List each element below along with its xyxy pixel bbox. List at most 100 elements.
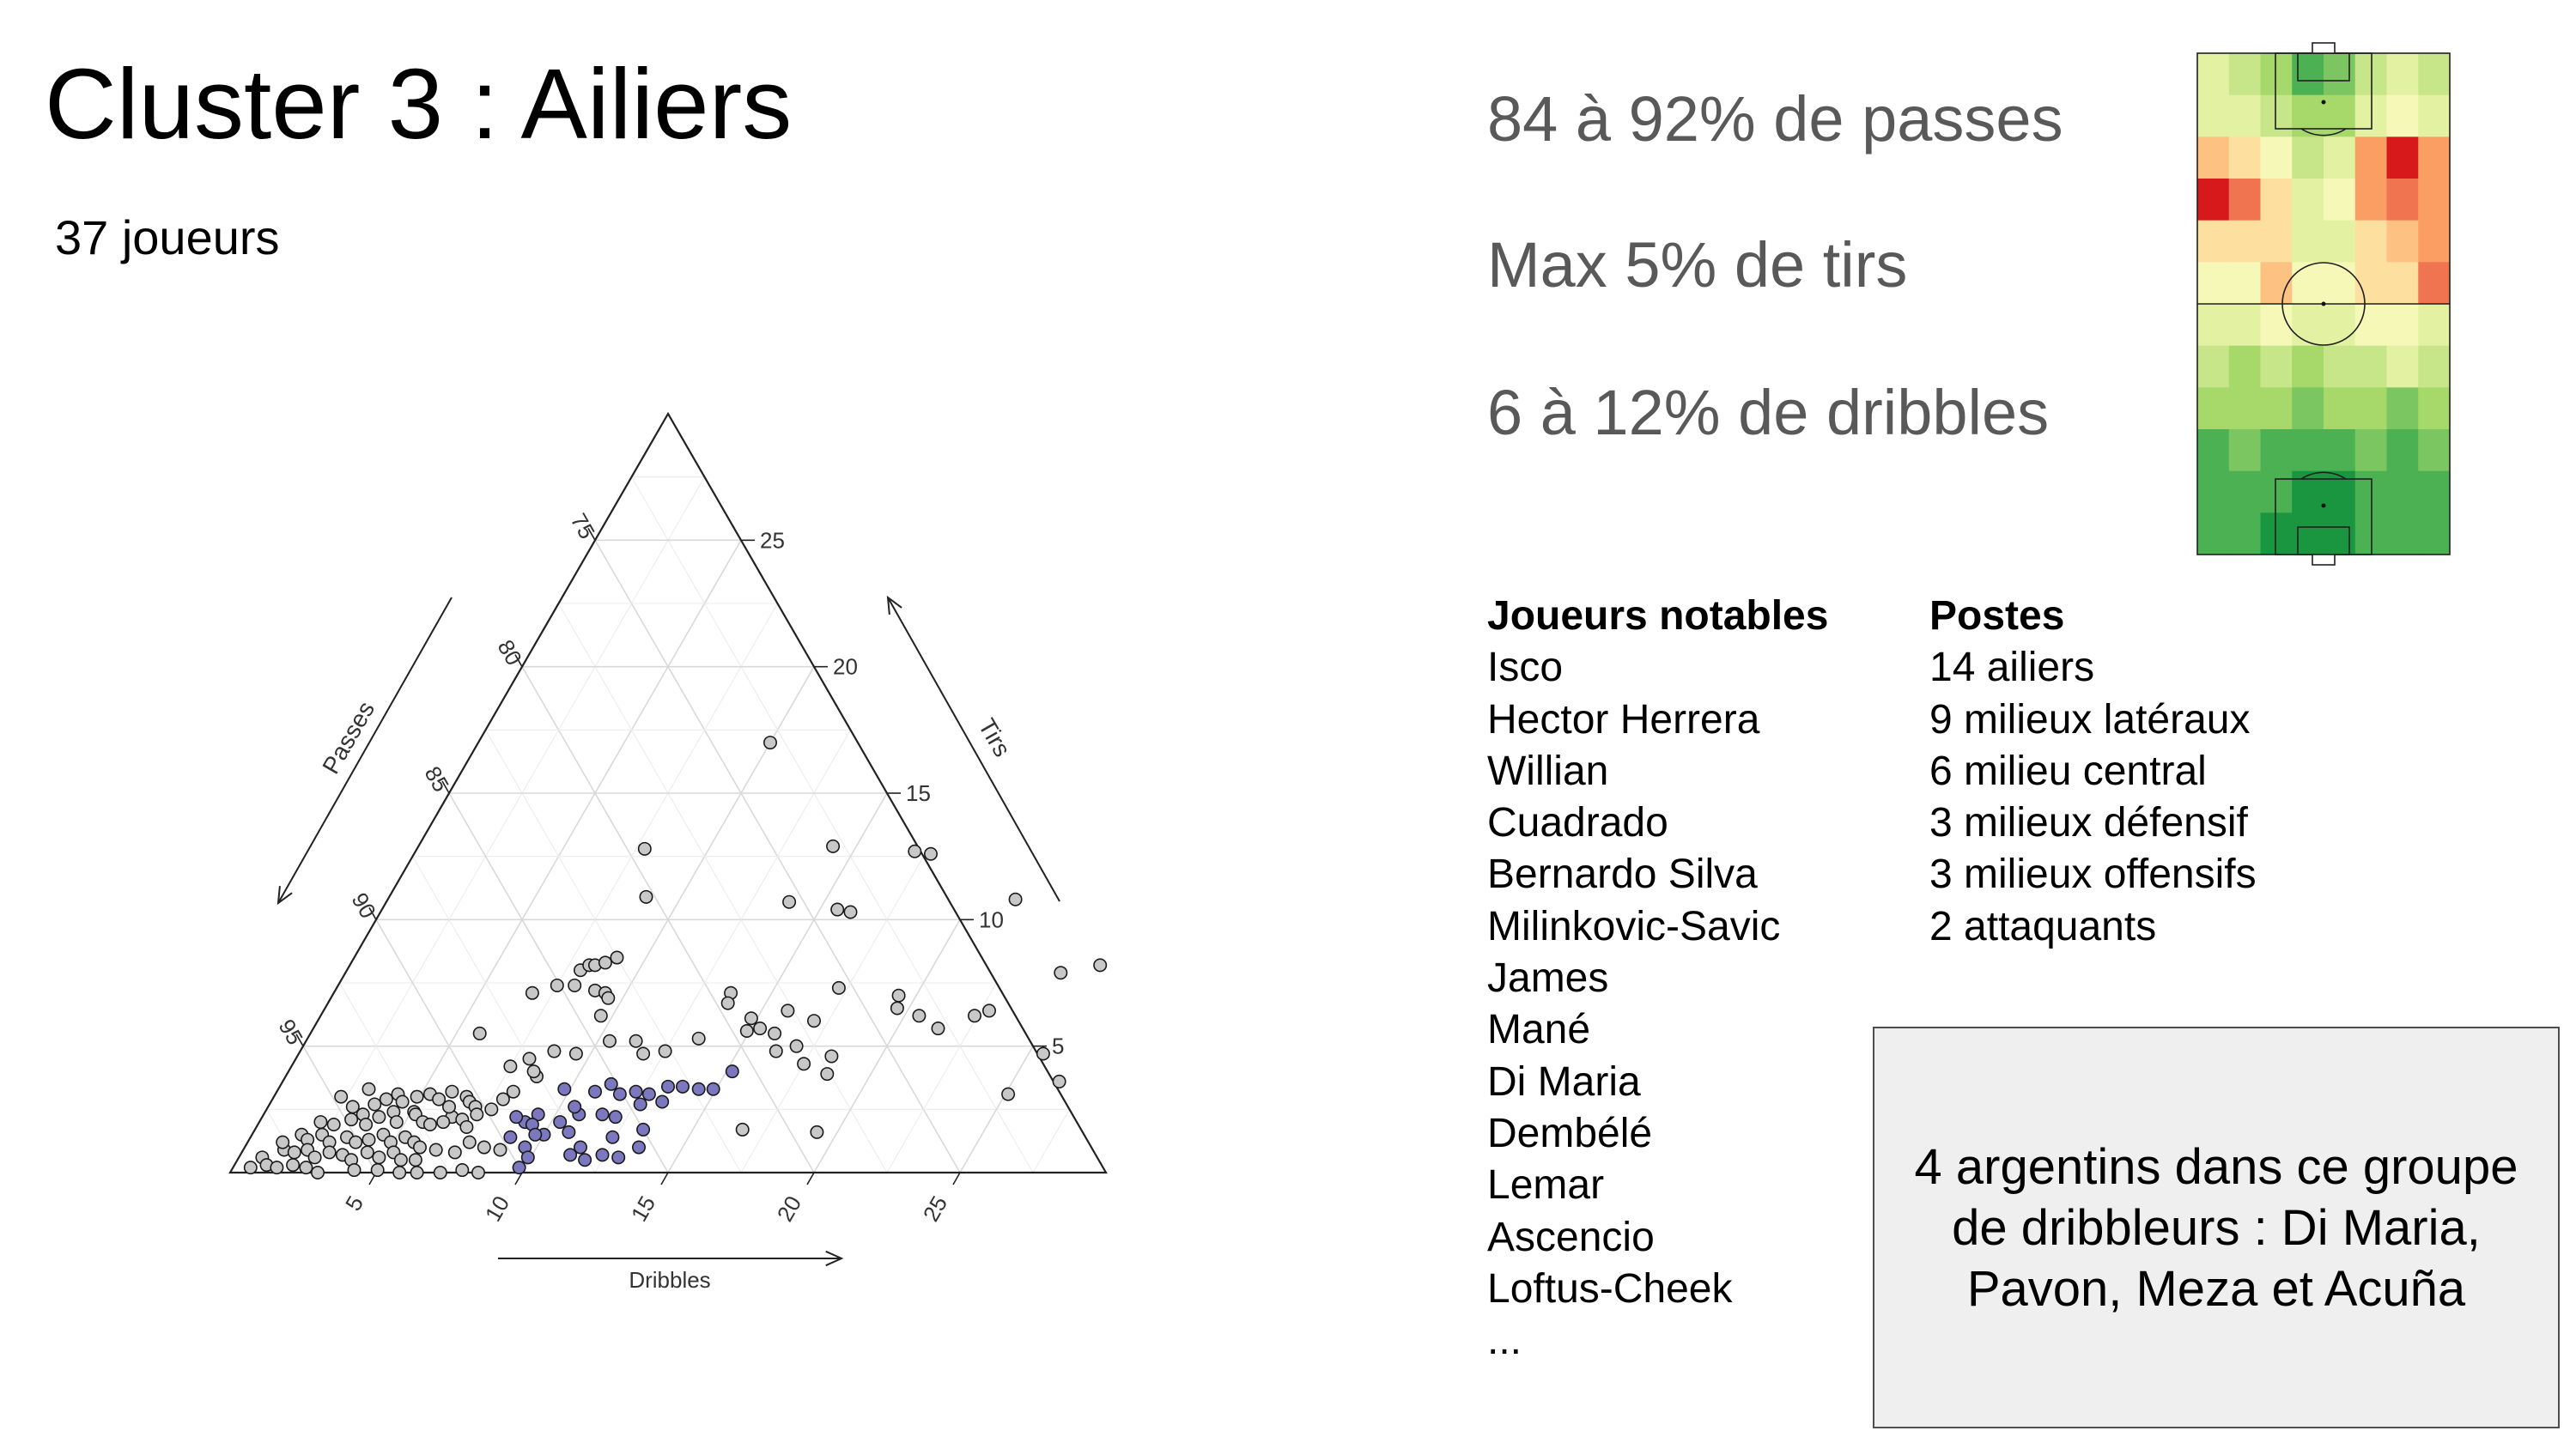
heat-cell: [2324, 136, 2356, 179]
point-autres: [436, 1115, 451, 1130]
point-autres: [311, 1165, 325, 1179]
heat-cell: [2354, 136, 2387, 179]
point-autres: [495, 1092, 510, 1106]
point-cluster_3: [557, 1082, 572, 1096]
point-autres: [1008, 892, 1023, 906]
point-cluster_3: [604, 1076, 618, 1091]
point-autres: [379, 1092, 393, 1106]
point-cluster_3: [611, 1150, 626, 1165]
point-autres: [1054, 966, 1068, 980]
heat-cell: [2418, 387, 2451, 430]
point-cluster_3: [512, 1161, 526, 1175]
tick-label-tirs: 25: [760, 527, 785, 553]
heat-cell: [2260, 345, 2293, 388]
heat-cell: [2292, 429, 2324, 472]
heat-cell: [2386, 470, 2419, 513]
point-autres: [830, 902, 845, 917]
point-autres: [831, 980, 846, 995]
point-autres: [610, 950, 624, 965]
heat-cell: [2418, 470, 2451, 513]
point-cluster_3: [595, 1148, 610, 1162]
heat-cell: [2260, 429, 2293, 472]
point-autres: [1093, 958, 1108, 973]
heat-cell: [2260, 470, 2293, 513]
positions-header: Postes: [1929, 593, 2065, 639]
heat-cell: [2324, 94, 2356, 137]
point-autres: [395, 1094, 410, 1109]
point-autres: [477, 1140, 491, 1155]
point-autres: [601, 991, 616, 1005]
point-autres: [506, 1084, 520, 1099]
point-cluster_3: [562, 1125, 576, 1139]
point-autres: [299, 1161, 313, 1175]
point-autres: [824, 1049, 839, 1064]
grid-line-dribbles: [594, 730, 851, 1173]
point-autres: [459, 1119, 474, 1134]
point-autres: [782, 894, 797, 909]
heat-cell: [2292, 387, 2324, 430]
point-autres: [891, 988, 906, 1003]
player-name: Mané: [1487, 1007, 1591, 1053]
point-autres: [368, 1097, 382, 1112]
heat-cell: [2228, 262, 2261, 305]
player-name: James: [1487, 955, 1609, 1002]
point-cluster_3: [509, 1110, 524, 1125]
player-name: Bernardo Silva: [1487, 852, 1758, 898]
point-autres: [568, 1046, 583, 1061]
tick-mark-passes: [295, 1034, 304, 1047]
heat-cell: [2292, 136, 2324, 179]
heat-cell: [2292, 470, 2324, 513]
heat-cell: [2197, 429, 2230, 472]
heat-cell: [2354, 345, 2387, 388]
heat-cell: [2386, 179, 2419, 221]
point-autres: [753, 1022, 768, 1036]
point-autres: [691, 1031, 706, 1046]
point-autres: [781, 1003, 795, 1018]
player-name: Willian: [1487, 748, 1609, 794]
point-cluster_3: [568, 1100, 582, 1114]
heat-cell: [2228, 429, 2261, 472]
heat-cell: [2418, 53, 2451, 96]
grid-line-passes: [631, 476, 1034, 1173]
point-autres: [639, 889, 653, 904]
position-count: 14 ailiers: [1929, 645, 2095, 691]
tick-label-dribbles: 5: [340, 1191, 368, 1216]
tick-mark-dribbles: [660, 1172, 669, 1185]
position-count: 9 milieux latéraux: [1929, 696, 2251, 743]
point-autres: [413, 1140, 428, 1155]
grid-line-passes: [375, 919, 523, 1173]
point-autres: [568, 978, 582, 992]
heat-cell: [2292, 94, 2324, 137]
point-autres: [744, 1011, 758, 1026]
point-cluster_3: [629, 1084, 643, 1099]
point-cluster_3: [595, 1107, 610, 1122]
grid-line-dribbles: [448, 603, 778, 1173]
point-autres: [1001, 1087, 1016, 1101]
point-autres: [522, 1052, 537, 1066]
heat-cell: [2260, 53, 2293, 96]
grid-line-dribbles: [959, 1046, 1034, 1173]
position-count: 6 milieu central: [1929, 748, 2207, 794]
position-count: 3 milieux offensifs: [1929, 852, 2257, 898]
heat-cell: [2418, 179, 2451, 221]
grid-line-dribbles: [667, 792, 888, 1173]
heat-cell: [2324, 470, 2356, 513]
point-autres: [349, 1135, 363, 1149]
heat-cell: [2197, 512, 2230, 555]
heat-cell: [2228, 136, 2261, 179]
penalty-spot-top: [2321, 100, 2326, 105]
player-name: Dembélé: [1487, 1110, 1653, 1156]
tick-label-passes: 85: [420, 761, 454, 796]
heat-cell: [2228, 304, 2261, 347]
tick-label-dribbles: 10: [480, 1191, 514, 1226]
heat-cell: [2354, 262, 2387, 305]
tick-label-tirs: 20: [833, 654, 858, 680]
heat-cell: [2354, 387, 2387, 430]
point-autres: [908, 844, 922, 858]
tick-label-passes: 95: [274, 1015, 308, 1049]
player-name: Cuadrado: [1487, 800, 1668, 846]
point-cluster_3: [675, 1079, 690, 1094]
point-cluster_3: [631, 1140, 646, 1155]
point-autres: [441, 1100, 456, 1114]
point-autres: [967, 1009, 981, 1023]
